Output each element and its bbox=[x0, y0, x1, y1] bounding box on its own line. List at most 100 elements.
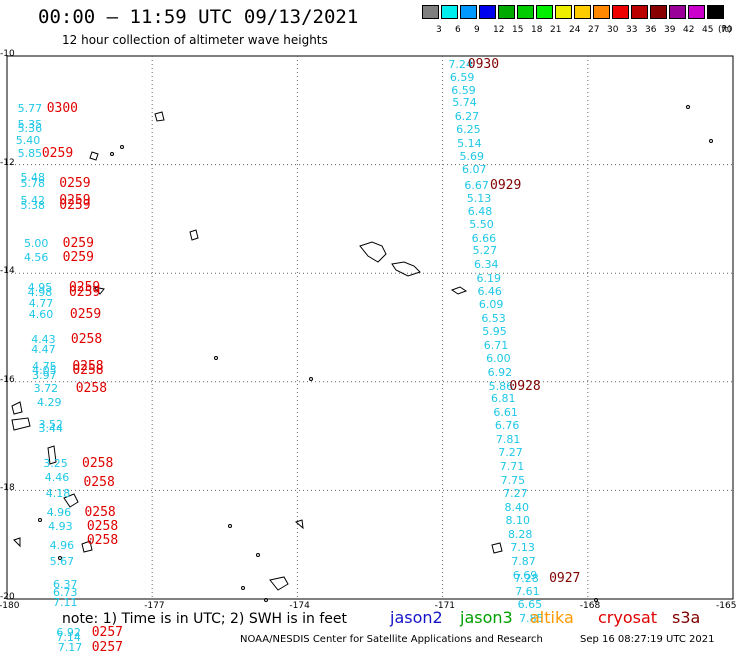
wave-height-value: 5.35 bbox=[17, 117, 43, 131]
latitude-label: -16 bbox=[0, 374, 15, 385]
latitude-label: -18 bbox=[0, 483, 15, 494]
wave-height-value: 5.78 bbox=[20, 176, 46, 190]
wave-height-value: 6.65 bbox=[517, 598, 543, 612]
wave-height-value: 6.37 bbox=[52, 577, 78, 591]
pass-time-label: 0259 bbox=[59, 192, 91, 208]
wave-height-value: 4.60 bbox=[28, 307, 54, 321]
island-dot bbox=[38, 518, 42, 522]
pass-time-label: 0258 bbox=[72, 362, 104, 378]
wave-height-value: 4.43 bbox=[31, 333, 56, 347]
wave-height-value: 7.13 bbox=[510, 541, 535, 555]
pass-time-label: 0929 bbox=[490, 178, 522, 194]
wave-height-value: 7.87 bbox=[511, 554, 536, 568]
wave-height-value: 6.19 bbox=[476, 271, 501, 285]
island-coastline bbox=[391, 261, 421, 277]
island-coastline bbox=[295, 519, 304, 530]
wave-height-value: 5.14 bbox=[457, 136, 482, 150]
credit-line: NOAA/NESDIS Center for Satellite Applica… bbox=[240, 634, 543, 645]
wave-height-value: 5.77 bbox=[17, 101, 43, 115]
wave-height-value: 4.77 bbox=[28, 297, 54, 311]
longitude-label: -171 bbox=[434, 601, 456, 611]
wave-height-value: 4.96 bbox=[49, 538, 75, 552]
wave-height-value: 6.09 bbox=[478, 298, 504, 312]
map-frame bbox=[6, 55, 734, 600]
wave-height-value: 5.74 bbox=[452, 96, 477, 110]
wave-height-value: 6.61 bbox=[493, 405, 518, 419]
wave-height-value: 6.67 bbox=[464, 179, 489, 193]
color-scale-unit: (ft) bbox=[718, 25, 732, 35]
color-scale-tick: 45 bbox=[702, 25, 714, 35]
color-scale-tick: 21 bbox=[550, 25, 562, 35]
wave-height-value: 4.05 bbox=[32, 363, 57, 377]
wave-height-value: 6.59 bbox=[451, 83, 476, 97]
pass-time-label: 0259 bbox=[59, 198, 91, 214]
generated-timestamp: Sep 16 08:27:19 UTC 2021 bbox=[580, 634, 715, 645]
island-coastline bbox=[359, 241, 387, 263]
wave-height-value: 6.27 bbox=[454, 109, 480, 123]
wave-height-value: 5.69 bbox=[459, 150, 485, 164]
island-coastline bbox=[89, 151, 99, 161]
wave-height-value: 4.93 bbox=[48, 519, 73, 533]
island-dot bbox=[214, 356, 218, 360]
color-swatch bbox=[650, 5, 667, 19]
color-swatch bbox=[460, 5, 477, 19]
color-scale-tick: 9 bbox=[474, 25, 480, 35]
wave-height-value: 5.00 bbox=[23, 237, 49, 251]
color-swatch bbox=[517, 5, 534, 19]
legend-jason3: jason3 bbox=[460, 608, 513, 627]
wave-height-value: 7.28 bbox=[514, 572, 539, 586]
color-swatch bbox=[574, 5, 591, 19]
pass-time-label: 0259 bbox=[68, 285, 101, 301]
longitude-label: -174 bbox=[289, 601, 310, 611]
island-coastline bbox=[92, 286, 105, 295]
legend-altika: altika bbox=[530, 608, 574, 627]
color-scale-tick: 39 bbox=[664, 25, 676, 35]
wave-height-value: 6.46 bbox=[477, 284, 502, 298]
pass-time-label: 0259 bbox=[68, 279, 101, 295]
pass-time-label: 0258 bbox=[82, 456, 114, 472]
pass-time-label: 0258 bbox=[70, 332, 103, 348]
map-title: 00:00 – 11:59 UTC 09/13/2021 bbox=[38, 6, 359, 28]
color-swatch bbox=[441, 5, 458, 19]
wave-height-value: 5.48 bbox=[20, 170, 46, 184]
wave-height-value: 6.92 bbox=[487, 366, 513, 380]
island-coastline bbox=[11, 401, 23, 415]
wave-height-value: 7.27 bbox=[503, 487, 528, 501]
island-dot bbox=[58, 556, 62, 560]
wave-height-value: 7.14 bbox=[56, 631, 81, 644]
island-dot bbox=[686, 105, 690, 109]
wave-height-value: 6.73 bbox=[52, 586, 78, 600]
wave-height-value: 6.00 bbox=[486, 352, 511, 366]
wave-height-value: 7.81 bbox=[495, 432, 521, 446]
island-coastline bbox=[154, 111, 165, 122]
wave-height-value: 8.10 bbox=[505, 514, 531, 528]
wave-height-value: 5.85 bbox=[17, 146, 43, 160]
pass-time-label: 0927 bbox=[549, 571, 581, 587]
wave-height-value: 3.97 bbox=[32, 369, 57, 383]
pass-time-label: 0258 bbox=[84, 505, 116, 521]
pass-time-label: 0258 bbox=[72, 358, 104, 374]
pass-time-label: 0258 bbox=[86, 533, 119, 549]
map-subtitle: 12 hour collection of altimeter wave hei… bbox=[62, 33, 328, 47]
wave-height-value: 7.61 bbox=[515, 584, 540, 598]
color-scale-tick: 30 bbox=[607, 25, 619, 35]
pass-time-label: 0258 bbox=[75, 381, 108, 397]
wave-height-value: 3.44 bbox=[38, 421, 63, 435]
longitude-label: -177 bbox=[144, 601, 165, 611]
island-dot bbox=[594, 598, 598, 602]
color-swatch bbox=[612, 5, 629, 19]
wave-height-value: 6.48 bbox=[467, 204, 493, 218]
pass-time-label: 0258 bbox=[86, 518, 119, 534]
color-scale-tick: 70 bbox=[721, 25, 733, 35]
wave-height-value: 5.50 bbox=[469, 218, 494, 232]
latitude-label: -10 bbox=[0, 49, 15, 59]
island-coastline bbox=[81, 540, 93, 553]
color-scale-tick: 27 bbox=[588, 25, 600, 35]
wave-height-value: 6.71 bbox=[483, 338, 509, 352]
wave-height-value: 6.81 bbox=[491, 392, 516, 406]
pass-time-label: 0259 bbox=[62, 249, 94, 265]
wave-height-value: 7.85 bbox=[519, 612, 544, 625]
wave-height-value: 6.59 bbox=[449, 70, 475, 84]
color-swatch bbox=[631, 5, 648, 19]
wave-height-value: 6.07 bbox=[461, 162, 487, 176]
